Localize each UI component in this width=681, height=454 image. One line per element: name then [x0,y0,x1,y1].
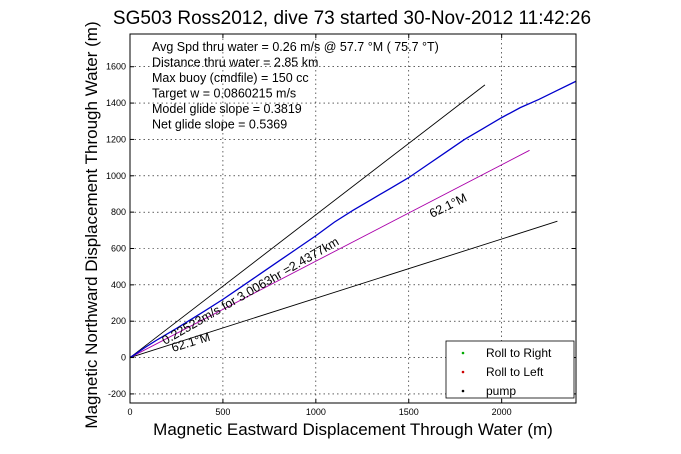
x-tick-label: 0 [127,407,132,417]
y-tick-label: 1600 [106,62,126,72]
legend-marker [461,351,465,355]
stat-line: Distance thru water = 2.85 km [152,56,318,70]
legend-marker [461,389,465,393]
y-tick-label: 1400 [106,98,126,108]
heading-label: 62.1°M [427,191,469,221]
legend: Roll to Right Roll to Left pump [445,340,575,399]
x-tick-label: 2000 [492,407,512,417]
stat-line: Net glide slope = 0.5369 [152,118,287,132]
reference-lines [129,84,558,358]
heading-line [129,220,558,358]
y-tick-label: -200 [108,389,126,399]
y-tick-label: 0 [121,353,126,363]
legend-label: pump [486,384,516,398]
legend-marker [461,370,465,374]
y-tick-label: 200 [111,316,126,326]
stat-line: Model glide slope = 0.3819 [152,102,302,116]
heading-line [129,149,530,358]
y-tick-label: 1200 [106,134,126,144]
x-axis-label: Magnetic Eastward Displacement Through W… [153,420,553,439]
x-tick-label: 1500 [399,407,419,417]
stat-line: Max buoy (cmdfile) = 150 cc [152,71,309,85]
stat-line: Avg Spd thru water = 0.26 m/s @ 57.7 °M … [152,40,439,54]
legend-box [445,340,575,399]
y-tick-label: 1000 [106,171,126,181]
heading-line [129,84,486,358]
track-annotation: 0.22523m/s for 3.0063hr =2.4377km [160,235,342,348]
annotation-layer: Avg Spd thru water = 0.26 m/s @ 57.7 °M … [152,40,469,355]
y-axis-label: Magnetic Northward Displacement Through … [82,21,101,428]
x-tick-label: 500 [215,407,230,417]
y-tick-label: 600 [111,243,126,253]
plot-frame [129,33,577,404]
stat-line: Target w = 0.0860215 m/s [152,87,296,101]
chart-title: SG503 Ross2012, dive 73 started 30-Nov-2… [113,8,591,29]
tick-layer: 0 500 1000 1500 2000-20002004006008001000120… [106,34,576,417]
legend-label: Roll to Left [486,365,544,379]
y-tick-label: 400 [111,280,126,290]
legend-label: Roll to Right [486,346,552,360]
x-tick-label: 1000 [306,407,326,417]
y-tick-label: 800 [111,207,126,217]
track-series [129,80,577,359]
track-line [129,80,577,359]
